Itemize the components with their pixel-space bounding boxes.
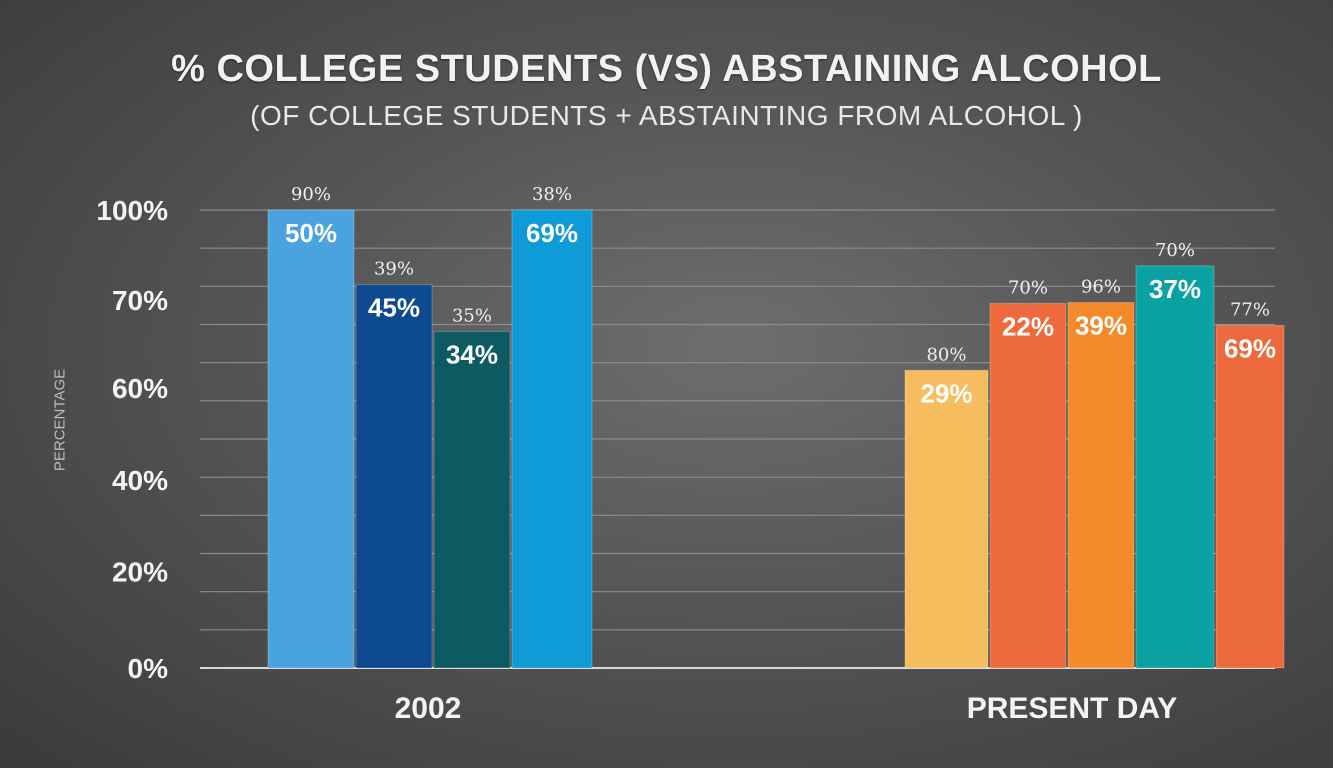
y-tick-label: 40% bbox=[112, 465, 168, 496]
bar-top-label: 35% bbox=[452, 305, 492, 326]
bar-top-label: 70% bbox=[1155, 240, 1195, 261]
bar-top-label: 38% bbox=[532, 184, 572, 205]
bar-top-label: 96% bbox=[1081, 277, 1121, 298]
bar-value-label: 22% bbox=[1002, 311, 1054, 341]
y-tick-label: 0% bbox=[128, 653, 169, 684]
bars: 90% 50% 39% 45% 35% 34% 38% 69% 80% 29% 70% 22% 96% 3… bbox=[267, 184, 1285, 669]
chart-subtitle: (OF COLLEGE STUDENTS + ABSTAINTING FROM … bbox=[250, 100, 1083, 131]
y-tick-label: 60% bbox=[112, 373, 168, 404]
bar bbox=[433, 330, 511, 669]
bar-top-label: 70% bbox=[1008, 277, 1048, 298]
y-tick-label: 20% bbox=[112, 556, 168, 587]
bar-value-label: 45% bbox=[368, 293, 420, 323]
y-axis-ticks: 100% 70% 60% 40% 20% 0% bbox=[96, 195, 168, 684]
category-label: 2002 bbox=[395, 692, 462, 725]
bar-value-label: 50% bbox=[285, 218, 337, 248]
bar bbox=[511, 209, 593, 669]
bar bbox=[989, 302, 1067, 669]
bar-value-label: 37% bbox=[1149, 274, 1201, 304]
bar-value-label: 39% bbox=[1075, 311, 1127, 341]
bar-value-label: 69% bbox=[526, 218, 578, 248]
y-tick-label: 70% bbox=[112, 285, 168, 316]
bar bbox=[1135, 265, 1215, 669]
category-labels: 2002 PRESENT DAY bbox=[395, 692, 1178, 725]
bar bbox=[1067, 302, 1135, 669]
bar bbox=[267, 209, 355, 669]
bar-top-label: 90% bbox=[291, 184, 331, 205]
bar bbox=[904, 369, 989, 669]
bar-value-label: 29% bbox=[920, 378, 972, 408]
bar-value-label: 69% bbox=[1224, 333, 1276, 363]
category-label: PRESENT DAY bbox=[967, 692, 1178, 725]
y-tick-label: 100% bbox=[96, 195, 168, 226]
chart-title: % COLLEGE STUDENTS (VS) ABSTAINING ALCOH… bbox=[171, 48, 1162, 90]
bar-top-label: 77% bbox=[1230, 299, 1270, 320]
bar-top-label: 80% bbox=[926, 344, 966, 365]
bar bbox=[355, 284, 433, 669]
bar-value-label: 34% bbox=[446, 339, 498, 369]
bar bbox=[1215, 324, 1285, 669]
bar-top-label: 39% bbox=[374, 259, 414, 280]
